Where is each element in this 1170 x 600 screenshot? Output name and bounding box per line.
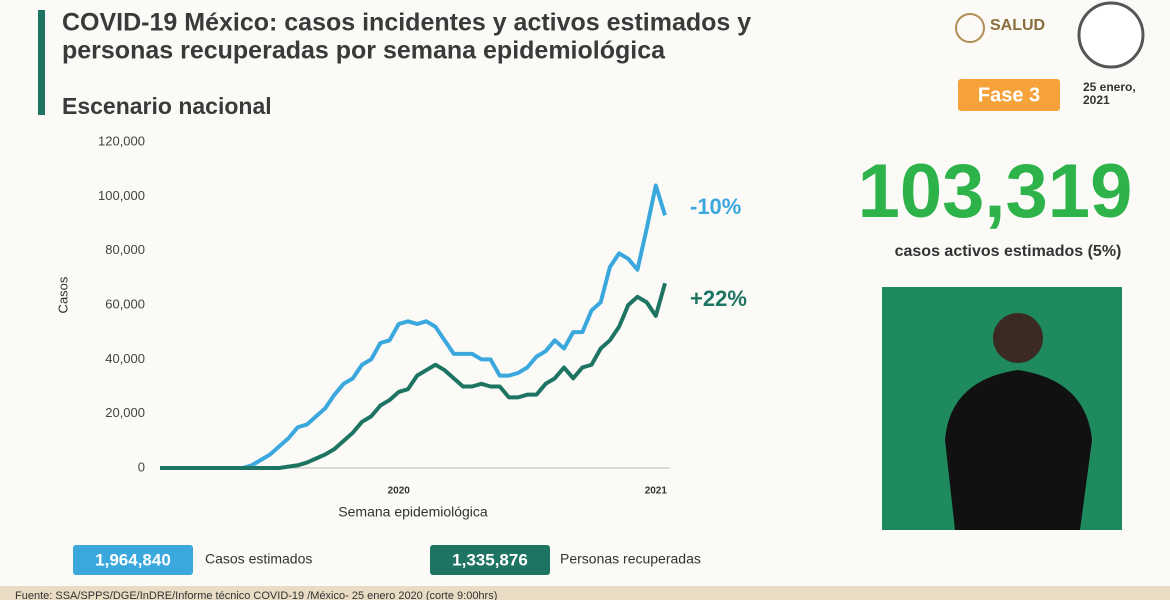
title: personas recuperadas por semana epidemio…: [62, 37, 666, 65]
person-head: [993, 313, 1043, 363]
accent-bar: [38, 10, 45, 115]
series-line: [160, 282, 667, 470]
change-label: +22%: [690, 286, 747, 311]
legend-total: 1,335,876: [452, 550, 528, 569]
person-body: [945, 370, 1092, 530]
logo-emblem: [955, 13, 985, 43]
date: 2021: [1083, 93, 1110, 107]
phase-box: [958, 79, 1060, 111]
logo: SALUD: [990, 17, 1045, 34]
subtitle: Escenario nacional: [62, 93, 272, 119]
interpreter-video: [882, 287, 1122, 530]
y-tick-label: 100,000: [98, 188, 145, 203]
y-tick-label: 40,000: [105, 351, 145, 366]
date: 25 enero,: [1083, 80, 1136, 94]
legend-swatch: [430, 545, 550, 575]
y-tick-label: 20,000: [105, 405, 145, 420]
y-tick-label: 0: [138, 459, 145, 474]
y-axis-label: Casos: [55, 276, 70, 313]
legend-label: Casos estimados: [205, 551, 312, 567]
title: COVID-19 México: casos incidentes y acti…: [62, 9, 751, 37]
legend-total: 1,964,840: [95, 550, 171, 569]
phase: Fase 3: [978, 84, 1040, 106]
footer: Fuente: SSA/SPPS/DGE/InDRE/Informe técni…: [15, 590, 497, 600]
x-axis-label: Semana epidemiológica: [338, 504, 488, 520]
x-group-label: 2020: [388, 486, 411, 497]
badge: [1077, 1, 1145, 69]
y-tick-label: 80,000: [105, 242, 145, 257]
kpi-caption: casos activos estimados (5%): [895, 243, 1122, 260]
legend-label: Personas recuperadas: [560, 551, 701, 567]
footer-bar: [0, 586, 1170, 600]
legend-swatch: [73, 545, 193, 575]
y-tick-label: 60,000: [105, 296, 145, 311]
y-tick-label: 120,000: [98, 133, 145, 148]
change-label: -10%: [690, 194, 741, 219]
x-group-label: 2021: [645, 486, 668, 497]
kpi-value: 103,319: [858, 149, 1133, 234]
